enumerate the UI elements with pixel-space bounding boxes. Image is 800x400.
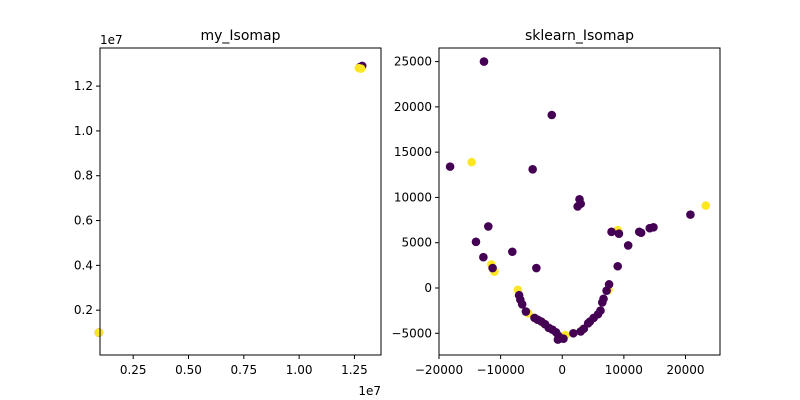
sklearn-isomap-point-28 <box>623 241 633 250</box>
my-isomap-x-tick-label-1: 0.50 <box>175 363 202 377</box>
sklearn-isomap-point-59 <box>559 334 568 344</box>
sklearn-isomap-y-tick-label-0: −5000 <box>391 326 432 340</box>
sklearn-isomap-point-29 <box>508 247 517 257</box>
sklearn-isomap-point-21 <box>614 229 624 238</box>
sklearn-isomap-point-31 <box>488 263 497 273</box>
sklearn-isomap-point-1 <box>701 201 711 210</box>
sklearn-isomap-point-40 <box>598 298 607 307</box>
my-isomap-y-tick-label-1: 0.4 <box>74 258 93 272</box>
my-isomap-x-offset-label: 1e7 <box>358 384 381 398</box>
sklearn-isomap-y-tick-label-3: 10000 <box>394 190 432 204</box>
sklearn-isomap-y-tick-label-1: 0 <box>424 281 432 295</box>
sklearn-isomap-point-23 <box>636 228 646 238</box>
sklearn-isomap-x-tick-label-2: 0 <box>558 363 566 377</box>
sklearn-isomap-y-tick-label-2: 5000 <box>401 236 432 250</box>
sklearn-isomap-point-15 <box>528 165 537 174</box>
sklearn-isomap-point-18 <box>576 199 586 209</box>
my-isomap-y-tick-label-3: 0.8 <box>74 169 93 183</box>
sklearn-isomap-axes: sklearn_Isomap −20000 −10000 0 10000 20000 −5… <box>391 28 721 377</box>
sklearn-isomap-points <box>445 57 711 344</box>
sklearn-isomap-point-36 <box>602 286 611 296</box>
sklearn-isomap-y-tick-label-5: 20000 <box>394 100 432 114</box>
my-isomap-axes: my_Isomap 1e7 1e7 0.25 0.50 0.75 1.00 1.250.… <box>74 28 382 398</box>
my-isomap-y-tick-label-0: 0.2 <box>74 303 93 317</box>
my-isomap-points <box>94 61 367 337</box>
my-isomap-point-5 <box>356 64 366 73</box>
sklearn-isomap-point-12 <box>479 57 489 66</box>
sklearn-isomap-point-56 <box>569 328 578 338</box>
sklearn-isomap-point-27 <box>471 237 481 247</box>
sklearn-isomap-point-14 <box>445 162 455 171</box>
my-isomap-y-offset-label: 1e7 <box>100 33 123 47</box>
my-isomap-y-tick-label-5: 1.2 <box>74 79 93 93</box>
my-isomap-point-1 <box>94 328 104 337</box>
my-isomap-y-tick-label-2: 0.6 <box>74 214 93 228</box>
sklearn-isomap-point-53 <box>576 327 586 336</box>
my-isomap-ticks: 0.25 0.50 0.75 1.00 1.25 0.2 0.4 0.6 0.8 1.0 1.2 <box>74 79 368 377</box>
sklearn-isomap-point-30 <box>479 252 488 262</box>
sklearn-isomap-x-tick-label-3: 10000 <box>605 363 643 377</box>
sklearn-isomap-point-41 <box>521 307 531 316</box>
sklearn-isomap-y-tick-label-4: 15000 <box>394 145 432 159</box>
sklearn-isomap-point-26 <box>686 210 695 219</box>
sklearn-isomap-x-tick-label-0: −20000 <box>415 363 463 377</box>
my-isomap-y-tick-label-4: 1.0 <box>74 124 93 138</box>
sklearn-isomap-point-20 <box>607 227 616 237</box>
sklearn-isomap-title: sklearn_Isomap <box>525 28 634 44</box>
sklearn-isomap-y-tick-label-6: 25000 <box>394 55 432 69</box>
sklearn-isomap-x-tick-label-4: 20000 <box>666 363 704 377</box>
sklearn-isomap-point-39 <box>517 299 527 309</box>
sklearn-isomap-point-0 <box>467 157 476 167</box>
my-isomap-x-tick-label-0: 0.25 <box>120 363 147 377</box>
sklearn-isomap-ticks: −20000 −10000 0 10000 20000 −5000 0 5000 10000 15… <box>391 55 704 377</box>
sklearn-isomap-x-tick-label-1: −10000 <box>477 363 525 377</box>
sklearn-isomap-plot-frame <box>438 47 721 356</box>
sklearn-isomap-point-33 <box>613 261 623 271</box>
sklearn-isomap-point-32 <box>532 263 541 273</box>
sklearn-isomap-point-13 <box>547 110 557 120</box>
my-isomap-x-tick-label-4: 1.25 <box>341 363 368 377</box>
my-isomap-x-tick-label-3: 1.00 <box>286 363 313 377</box>
my-isomap-plot-frame <box>99 47 382 356</box>
my-isomap-title: my_Isomap <box>200 28 280 44</box>
sklearn-isomap-point-19 <box>484 222 493 231</box>
my-isomap-x-tick-label-2: 0.75 <box>230 363 257 377</box>
sklearn-isomap-point-25 <box>649 223 658 232</box>
